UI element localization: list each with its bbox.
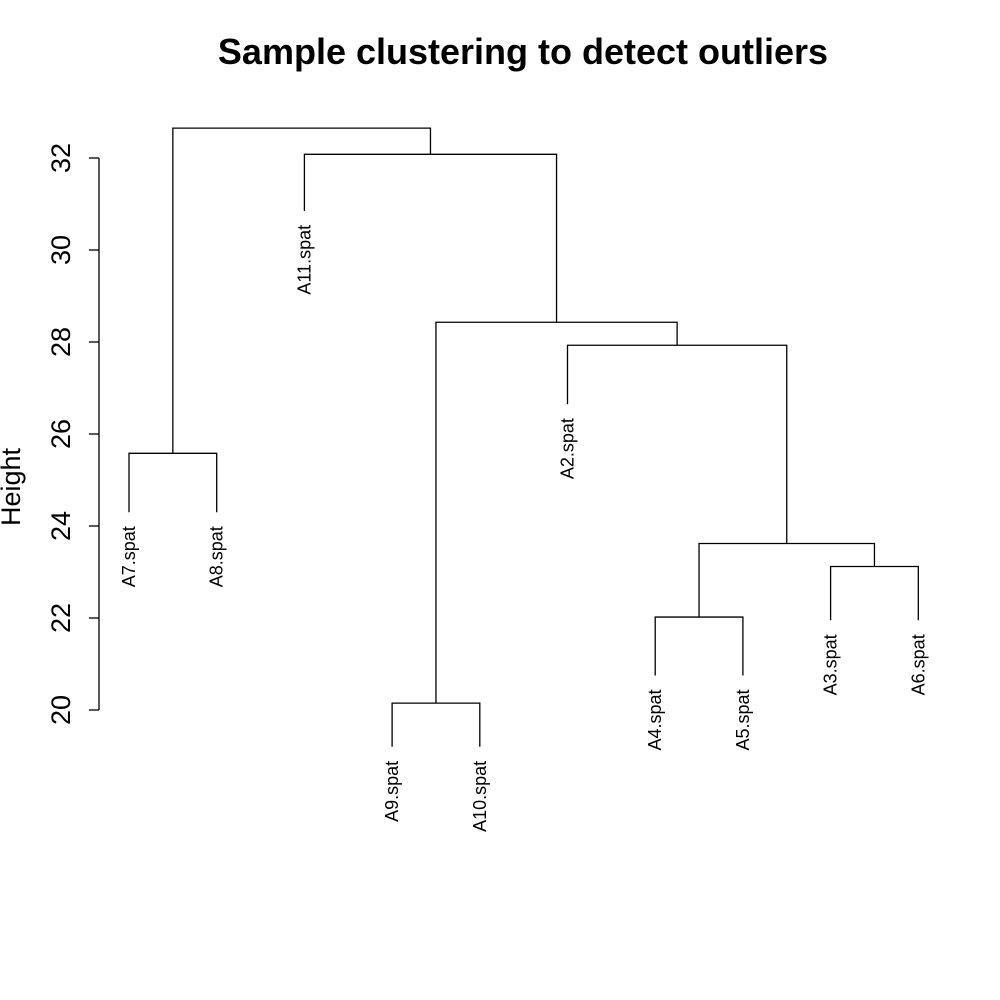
- y-tick-label: 28: [46, 327, 76, 357]
- leaf-label: A5.spat: [733, 690, 753, 751]
- y-axis: 20 22 24 26 28 30 32: [46, 143, 100, 725]
- merge-link: [303, 153, 558, 323]
- branch-m2: [391, 702, 481, 747]
- merge-link: [128, 452, 218, 513]
- dendrogram-branches: [128, 127, 919, 747]
- y-tick-label: 22: [46, 603, 76, 633]
- y-axis-label: Height: [0, 447, 26, 526]
- merge-link: [698, 542, 876, 618]
- leaf-label: A6.spat: [908, 634, 928, 695]
- branch-m7: [435, 321, 678, 704]
- y-tick-label: 32: [46, 143, 76, 173]
- branch-m3: [654, 616, 744, 676]
- leaf-label: A10.spat: [470, 761, 490, 832]
- leaf-label: A3.spat: [821, 634, 841, 695]
- branch-m8: [303, 153, 558, 323]
- merge-link: [172, 127, 432, 454]
- merge-link: [391, 702, 481, 747]
- leaf-label: A2.spat: [558, 418, 578, 479]
- merge-link: [829, 565, 919, 621]
- leaf-labels: A7.spat A8.spat A11.spat A9.spat A10.spat A2.…: [119, 225, 928, 832]
- y-tick-label: 20: [46, 695, 76, 725]
- leaf-label: A8.spat: [207, 526, 227, 587]
- branch-m1: [128, 452, 218, 513]
- leaf-label: A11.spat: [294, 225, 314, 295]
- branch-m9: [172, 127, 432, 454]
- y-tick-label: 24: [46, 511, 76, 541]
- leaf-label: A4.spat: [645, 690, 665, 751]
- branch-m4: [829, 565, 919, 621]
- branch-m5: [698, 542, 876, 618]
- leaf-label: A7.spat: [119, 526, 139, 587]
- branch-m6: [566, 344, 788, 544]
- merge-link: [566, 344, 788, 544]
- y-tick-label: 26: [46, 419, 76, 449]
- leaf-label: A9.spat: [382, 761, 402, 822]
- merge-link: [654, 616, 744, 676]
- chart-title: Sample clustering to detect outliers: [218, 31, 828, 72]
- y-tick-label: 30: [46, 235, 76, 265]
- merge-link: [435, 321, 678, 704]
